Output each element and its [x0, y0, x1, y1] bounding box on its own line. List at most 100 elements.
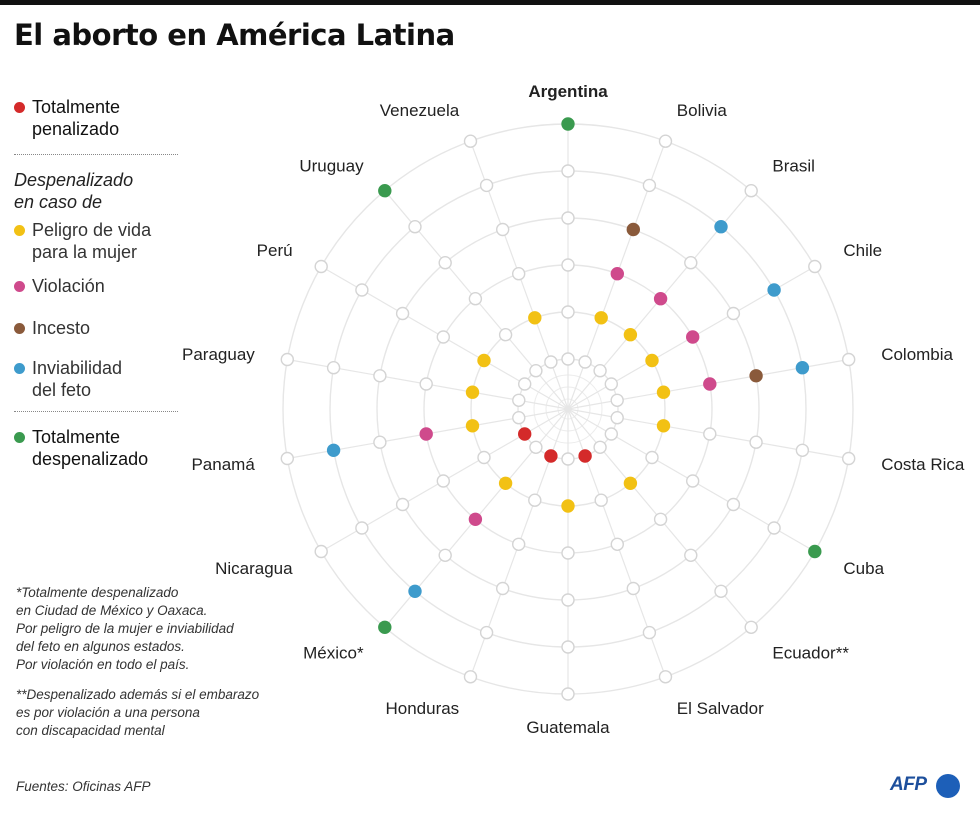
footnote-line: **Despenalizado además si el embarazo [16, 687, 260, 702]
dot-totally_penalized [512, 393, 526, 407]
dot-life_danger [498, 476, 513, 490]
dot-incest [726, 497, 741, 512]
dot-incest [496, 581, 510, 596]
country-label: El Salvador [677, 699, 764, 718]
country-label: Paraguay [182, 345, 255, 364]
dot-life_danger [623, 328, 638, 342]
dot-life_danger [594, 493, 608, 507]
dot-fetus_inviability [479, 625, 494, 640]
footnotes: *Totalmente despenalizado en Ciudad de M… [16, 584, 326, 740]
dot-fetus_inviability [767, 521, 781, 535]
dot-incest [749, 435, 763, 449]
dot-totally_decriminalized [744, 620, 758, 634]
dot-life_danger [656, 419, 671, 433]
dot-incest [626, 581, 640, 596]
dot-life_danger [477, 353, 491, 368]
legend-label: Totalmente [32, 427, 121, 447]
dot-life_danger [594, 311, 608, 325]
dot-incest [373, 435, 387, 449]
dot-incest [726, 306, 741, 321]
dot-totally_decriminalized [658, 134, 673, 148]
afp-logo-text: AFP [890, 774, 927, 795]
source-note: Fuentes: Oficinas AFP [16, 779, 151, 794]
dot-incest [373, 369, 387, 383]
legend-label: para la mujer [32, 242, 138, 262]
legend-item-totally-penalized: Totalmente penalizado [14, 96, 180, 140]
dot-life_danger [498, 328, 513, 342]
dot-totally_penalized [518, 427, 532, 441]
country-label: Cuba [843, 559, 884, 578]
dot-totally_decriminalized [808, 544, 822, 559]
dot-rape [703, 427, 717, 441]
dot-totally_decriminalized [378, 620, 392, 634]
dot-fetus_inviability [795, 361, 810, 375]
dot-rape [512, 267, 526, 281]
dot-rape [653, 292, 668, 306]
dot-life_danger [645, 353, 659, 368]
dot-rape [610, 537, 624, 551]
dot-totally_penalized [561, 352, 575, 366]
dot-rape [436, 330, 450, 344]
dot-totally_decriminalized [280, 451, 294, 466]
dot-rape [703, 377, 717, 391]
afp-logo-circle [936, 774, 960, 798]
dot-totally_penalized [604, 427, 618, 441]
dot-totally_decriminalized [463, 670, 478, 684]
dot-fetus_inviability [714, 584, 728, 598]
dot-totally_decriminalized [378, 183, 392, 198]
dot-totally_decriminalized [561, 117, 575, 131]
dot-totally_decriminalized [280, 352, 294, 367]
legend-item-totally-decriminalized: Totalmente despenalizado [14, 426, 180, 470]
country-label: Argentina [528, 82, 608, 101]
dot-rape [561, 546, 575, 560]
dot-totally_penalized [593, 440, 607, 454]
afp-logo: AFP [890, 772, 966, 800]
dot-totally_decriminalized [744, 183, 758, 198]
footnote-line: *Totalmente despenalizado [16, 585, 179, 600]
legend-dot-brown [14, 323, 25, 334]
dot-rape [610, 267, 624, 281]
dot-totally_decriminalized [842, 352, 856, 367]
dot-incest [561, 593, 575, 607]
dot-incest [496, 222, 510, 237]
dot-rape [436, 474, 450, 488]
dot-totally_penalized [544, 355, 558, 369]
dot-incest [684, 548, 698, 562]
dot-rape [468, 292, 483, 306]
dot-fetus_inviability [355, 283, 369, 297]
country-label: Uruguay [299, 156, 364, 175]
chart-title: El aborto en América Latina [14, 18, 455, 52]
country-label: Brasil [772, 156, 815, 175]
legend-label: penalizado [32, 119, 120, 139]
dot-fetus_inviability [408, 584, 422, 598]
country-label: Colombia [881, 345, 953, 364]
footnote-line: es por violación a una persona [16, 705, 200, 720]
legend-label: Violación [32, 276, 105, 296]
dot-totally_penalized [529, 440, 543, 454]
dot-rape [419, 377, 433, 391]
dot-life_danger [465, 419, 480, 433]
dot-totally_decriminalized [463, 134, 478, 148]
dot-life_danger [623, 476, 638, 490]
dot-rape [561, 258, 575, 272]
dot-totally_decriminalized [314, 259, 328, 274]
dot-totally_decriminalized [561, 687, 575, 701]
dot-totally_penalized [529, 364, 543, 378]
footnote-line: Por violación en todo el país. [16, 657, 190, 672]
dot-rape [419, 427, 433, 441]
legend-dot-red [14, 102, 25, 113]
dot-totally_penalized [604, 377, 618, 391]
country-label: Honduras [385, 699, 459, 718]
dot-fetus_inviability [795, 443, 810, 457]
dot-fetus_inviability [326, 443, 341, 457]
dot-life_danger [645, 450, 659, 465]
dot-life_danger [656, 385, 671, 399]
dot-rape [468, 512, 483, 526]
dot-incest [395, 497, 410, 512]
dot-totally_penalized [610, 411, 624, 425]
dot-life_danger [528, 311, 542, 325]
country-label: Costa Rica [881, 455, 965, 474]
legend-label: Totalmente [32, 97, 121, 117]
legend-dot-green [14, 432, 25, 443]
